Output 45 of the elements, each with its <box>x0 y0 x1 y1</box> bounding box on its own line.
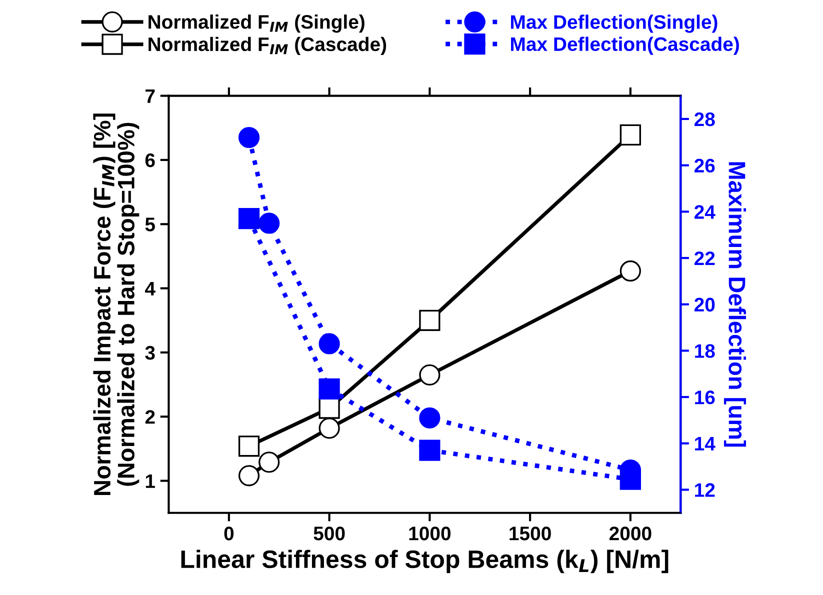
legend-label: Max Deflection(Single) <box>511 14 718 33</box>
y2-tick-label: 12 <box>695 483 715 497</box>
point <box>620 468 641 490</box>
y2-tick-label: 24 <box>694 205 716 219</box>
y-tick-label: 3 <box>145 346 155 360</box>
point <box>419 407 440 428</box>
point <box>238 208 260 230</box>
point <box>419 310 440 331</box>
point <box>419 364 440 386</box>
x-tick-label: 0 <box>224 526 234 540</box>
point <box>318 418 340 439</box>
y2-tick-label: 16 <box>695 390 715 404</box>
y2-tick-label: 26 <box>694 158 715 173</box>
x-tick-label: 1000 <box>409 526 451 540</box>
legend-label: Max Deflection(Cascade) <box>511 36 739 55</box>
y-tick-label: 1 <box>146 474 155 488</box>
y-tick-label: 7 <box>146 89 155 103</box>
legend-label: Normalized F$_{IM}$ (Single) <box>148 14 364 33</box>
point <box>238 436 260 457</box>
y-axis-title: Normalized Impact Force (F$_{IM}$) [%] (Normalized to Hard Stop=100%) <box>93 114 140 495</box>
x-tick-label: 2000 <box>609 526 652 540</box>
y2-tick-label: 28 <box>694 112 715 126</box>
point <box>318 333 340 354</box>
y2-tick-label: 18 <box>695 344 715 358</box>
point <box>258 452 280 473</box>
point <box>238 126 260 148</box>
point <box>238 465 260 486</box>
y2-tick-label: 20 <box>694 298 715 312</box>
y-tick-label: 6 <box>145 153 155 168</box>
point <box>419 440 440 461</box>
y-tick-label: 2 <box>145 410 155 424</box>
point <box>258 212 280 234</box>
y2-axis-title: Maximum Deflection [um] <box>724 162 746 447</box>
y2-tick-label: 14 <box>695 437 716 450</box>
x-axis-title: Linear Stiffness of Stop Beams (k$_{L}$) [N/m] <box>181 550 668 574</box>
point <box>620 124 641 146</box>
point <box>318 378 340 400</box>
y2-tick-label: 22 <box>694 251 715 266</box>
legend-label: Normalized F$_{IM}$ (Cascade) <box>148 36 386 56</box>
point <box>620 260 641 282</box>
y-tick-label: 4 <box>145 282 156 296</box>
x-tick-label: 500 <box>314 526 345 540</box>
x-tick-label: 1500 <box>510 526 551 540</box>
point <box>318 398 340 419</box>
y-tick-label: 5 <box>145 218 155 232</box>
